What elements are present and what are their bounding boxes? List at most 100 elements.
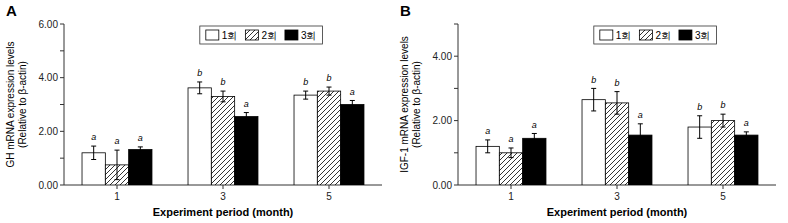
- significance-letter: a: [744, 118, 749, 128]
- bar: [129, 150, 152, 185]
- x-tick-label: 1: [114, 191, 120, 202]
- error-bar: [509, 148, 514, 158]
- y-tick-label: 0.00: [39, 180, 59, 191]
- letters: abbabbaaa: [485, 75, 749, 145]
- error-bar: [638, 124, 643, 147]
- y-tick: [60, 24, 64, 25]
- significance-letter: b: [220, 77, 225, 87]
- legend-swatch: [285, 30, 298, 40]
- error-bar: [327, 87, 332, 95]
- x-tick: [329, 185, 330, 189]
- error-bar: [697, 116, 702, 139]
- legend-label: 3회: [695, 30, 711, 41]
- significance-letter: b: [197, 68, 202, 78]
- y-tick: [60, 50, 64, 51]
- significance-letter: b: [614, 78, 619, 88]
- y-tick: [60, 77, 64, 78]
- error-bar: [115, 150, 120, 180]
- significance-letter: b: [303, 77, 308, 87]
- x-axis-label: Experiment period (month): [153, 206, 294, 218]
- bars: [476, 88, 758, 185]
- y-tick: [60, 131, 64, 132]
- significance-letter: b: [697, 102, 702, 112]
- legend-swatch: [639, 30, 652, 40]
- y-axis-label: GH mRNA expression levels(Relative to β-…: [5, 41, 28, 167]
- legend-frame: [200, 26, 323, 44]
- legend: 1회 2회 3회: [200, 26, 323, 44]
- significance-letter: b: [591, 75, 596, 85]
- bar: [582, 100, 605, 185]
- y-axis-label: IGF-1 mRNA expression levels(Relative to…: [399, 36, 422, 173]
- error-bar: [721, 114, 726, 127]
- x-tick-label: 5: [326, 191, 332, 202]
- significance-letter: a: [508, 134, 513, 144]
- x-tick: [723, 185, 724, 189]
- legend-swatch: [206, 30, 219, 40]
- significance-letter: a: [532, 120, 537, 130]
- significance-letter: b: [720, 100, 725, 110]
- x-tick-label: 3: [614, 191, 620, 202]
- bar: [188, 88, 211, 185]
- bars: [82, 82, 364, 185]
- significance-letter: a: [114, 136, 119, 146]
- error-bar: [591, 88, 596, 111]
- y-axis-line: [458, 24, 459, 185]
- significance-letter: a: [638, 110, 643, 120]
- bar: [711, 121, 734, 185]
- bar: [211, 96, 234, 185]
- legend-label: 1회: [222, 30, 238, 41]
- error-bar: [303, 91, 308, 99]
- x-tick: [511, 185, 512, 189]
- y-tick: [454, 88, 458, 89]
- legend-label: 2회: [655, 30, 671, 41]
- y-tick-label: 4.00: [433, 51, 453, 62]
- legend-frame: [594, 26, 717, 44]
- y-tick: [60, 158, 64, 159]
- legend-swatch: [245, 30, 258, 40]
- bar: [317, 91, 340, 185]
- legend-label: 3회: [301, 30, 317, 41]
- error-bar: [532, 133, 537, 143]
- panel-title: A: [6, 2, 17, 19]
- significance-letter: b: [326, 73, 331, 83]
- bar: [341, 105, 364, 186]
- error-bar: [91, 146, 96, 159]
- y-tick-label: 6.00: [39, 19, 59, 30]
- y-tick-label: 4.00: [39, 72, 59, 83]
- error-bar: [221, 91, 226, 102]
- y-tick: [60, 104, 64, 105]
- letters: a b b a b b a a a: [91, 68, 355, 146]
- error-bar: [138, 147, 143, 152]
- significance-letter: a: [244, 99, 249, 109]
- error-bar: [615, 92, 620, 115]
- bar: [499, 153, 522, 185]
- bar: [523, 138, 546, 185]
- bar: [605, 103, 628, 185]
- significance-letter: a: [91, 132, 96, 142]
- y-tick-label: 2.00: [39, 126, 59, 137]
- panel: B0.002.004.00135Experiment period (month…: [399, 2, 776, 218]
- x-tick: [117, 185, 118, 189]
- y-tick-label: 0.00: [433, 180, 453, 191]
- bar: [735, 135, 758, 185]
- x-tick-label: 3: [220, 191, 226, 202]
- x-tick-label: 1: [508, 191, 514, 202]
- x-tick-label: 5: [720, 191, 726, 202]
- y-tick: [454, 56, 458, 57]
- y-tick: [60, 185, 64, 186]
- significance-letter: a: [350, 87, 355, 97]
- y-tick: [454, 120, 458, 121]
- panel: A 0.00 2.00 4.00 6.00 1 3 5 Experiment period (m…: [5, 2, 382, 218]
- error-bar: [197, 82, 202, 94]
- legend: 1회 2회 3회: [594, 26, 717, 44]
- y-tick: [454, 185, 458, 186]
- x-tick: [223, 185, 224, 189]
- y-tick-label: 2.00: [433, 115, 453, 126]
- error-bar: [244, 113, 249, 121]
- significance-letter: a: [138, 133, 143, 143]
- legend-swatch: [679, 30, 692, 40]
- legend-label: 2회: [261, 30, 277, 41]
- bar: [235, 117, 258, 185]
- legend-label: 1회: [616, 30, 632, 41]
- error-bar: [350, 100, 355, 108]
